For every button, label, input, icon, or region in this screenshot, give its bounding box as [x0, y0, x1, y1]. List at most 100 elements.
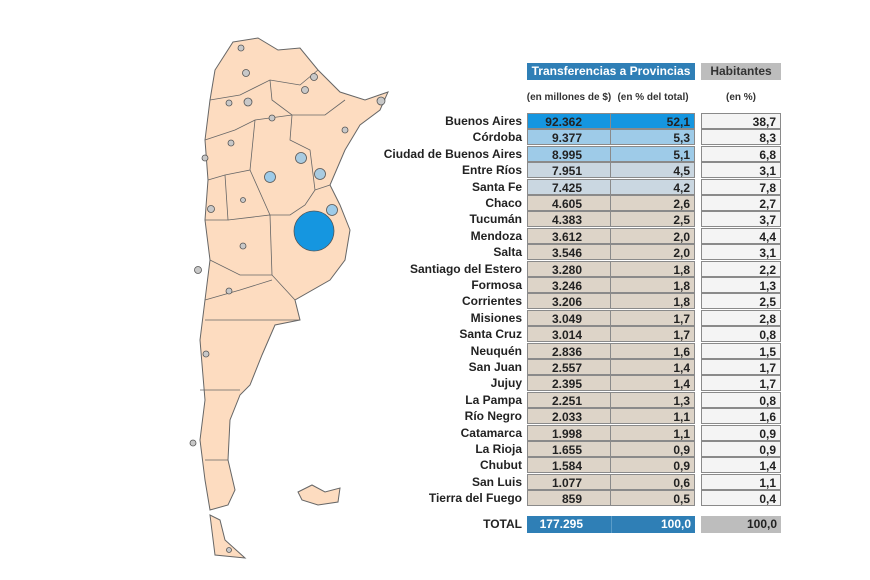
tierra-del-fuego-shape — [209, 514, 247, 559]
cell-millones: 4.383 — [527, 211, 611, 228]
table-row: Catamarca 1.998 1,1 0,9 — [0, 424, 870, 441]
cell-habitantes: 7,8 — [701, 178, 781, 195]
cell-pct: 1,6 — [611, 342, 695, 359]
cell-millones: 3.206 — [527, 293, 611, 310]
total-label: TOTAL — [483, 517, 522, 531]
cell-habitantes: 38,7 — [701, 113, 781, 129]
province-name: Tucumán — [469, 212, 522, 227]
col-label-millones: (en millones de $) — [526, 92, 612, 103]
malvinas-shape — [297, 484, 341, 506]
cell-millones: 2.395 — [527, 375, 611, 392]
cell-pct: 1,8 — [611, 277, 695, 293]
table-row: Buenos Aires 92.362 52,1 38,7 — [0, 113, 870, 129]
cell-habitantes: 8,3 — [701, 129, 781, 146]
cell-millones: 2.251 — [527, 391, 611, 408]
cell-habitantes: 2,7 — [701, 195, 781, 211]
cell-pct: 2,0 — [611, 227, 695, 244]
col-label-hab: (en %) — [726, 92, 756, 103]
total-millones: 177.295 — [527, 516, 611, 533]
map-outline — [199, 37, 389, 511]
cell-habitantes: 0,8 — [701, 391, 781, 408]
province-name: Corrientes — [461, 294, 522, 309]
province-name: Neuquén — [470, 343, 522, 358]
province-name: Ciudad de Buenos Aires — [383, 146, 522, 161]
cell-pct: 4,5 — [611, 162, 695, 179]
table-row: Santa Fe 7.425 4,2 7,8 — [0, 178, 870, 195]
table-row: Santa Cruz 3.014 1,7 0,8 — [0, 326, 870, 343]
cell-habitantes: 6,8 — [701, 145, 781, 162]
cell-millones: 9.377 — [527, 129, 611, 146]
argentina-map — [189, 37, 389, 559]
cell-habitantes: 1,5 — [701, 342, 781, 359]
table-row: Jujuy 2.395 1,4 1,7 — [0, 375, 870, 392]
cell-habitantes: 3,1 — [701, 244, 781, 261]
table-row: Chubut 1.584 0,9 1,4 — [0, 457, 870, 474]
cell-pct: 1,3 — [611, 391, 695, 408]
cell-habitantes: 1,7 — [701, 359, 781, 375]
cell-pct: 1,1 — [611, 424, 695, 441]
cell-pct: 1,8 — [611, 260, 695, 277]
province-name: Formosa — [471, 278, 522, 292]
table-row: Chaco 4.605 2,6 2,7 — [0, 195, 870, 211]
province-name: Río Negro — [464, 409, 522, 424]
province-name: Chaco — [485, 196, 522, 210]
cell-habitantes: 0,4 — [701, 490, 781, 507]
table-row: Salta 3.546 2,0 3,1 — [0, 244, 870, 261]
cell-millones: 7.425 — [527, 178, 611, 195]
province-name: Jujuy — [490, 376, 522, 391]
cell-millones: 1.655 — [527, 441, 611, 457]
habitantes-header: Habitantes — [701, 63, 781, 80]
table-row: San Luis 1.077 0,6 1,1 — [0, 473, 870, 490]
cell-habitantes: 2,2 — [701, 260, 781, 277]
cell-millones: 4.605 — [527, 195, 611, 211]
cell-millones: 7.951 — [527, 162, 611, 179]
cell-pct: 5,3 — [611, 129, 695, 146]
cell-habitantes: 1,7 — [701, 375, 781, 392]
province-name: Catamarca — [460, 425, 522, 440]
table-row: Tucumán 4.383 2,5 3,7 — [0, 211, 870, 228]
cell-habitantes: 1,4 — [701, 457, 781, 474]
table-row: Entre Ríos 7.951 4,5 3,1 — [0, 162, 870, 179]
total-hab: 100,0 — [701, 516, 781, 533]
cell-pct: 0,9 — [611, 457, 695, 474]
table-row: Santiago del Estero 3.280 1,8 2,2 — [0, 260, 870, 277]
table-row: Formosa 3.246 1,8 1,3 — [0, 277, 870, 293]
cell-millones: 2.033 — [527, 408, 611, 425]
province-name: Misiones — [470, 310, 522, 325]
cell-habitantes: 3,1 — [701, 162, 781, 179]
cell-pct: 0,9 — [611, 441, 695, 457]
province-name: Santa Cruz — [459, 327, 522, 342]
cell-millones: 3.246 — [527, 277, 611, 293]
cell-millones: 1.584 — [527, 457, 611, 474]
cell-millones: 1.998 — [527, 424, 611, 441]
province-name: La Rioja — [475, 442, 522, 456]
cell-pct: 1,4 — [611, 375, 695, 392]
cell-millones: 2.557 — [527, 359, 611, 375]
table-row: La Rioja 1.655 0,9 0,9 — [0, 441, 870, 457]
cell-pct: 1,7 — [611, 326, 695, 343]
cell-habitantes: 0,9 — [701, 424, 781, 441]
cell-millones: 3.014 — [527, 326, 611, 343]
cell-millones: 3.612 — [527, 227, 611, 244]
cell-millones: 3.546 — [527, 244, 611, 261]
table-row: Mendoza 3.612 2,0 4,4 — [0, 227, 870, 244]
cell-pct: 1,8 — [611, 293, 695, 310]
cell-habitantes: 2,5 — [701, 293, 781, 310]
cell-pct: 5,1 — [611, 145, 695, 162]
province-name: San Luis — [471, 474, 522, 489]
cell-pct: 0,5 — [611, 490, 695, 507]
total-pct: 100,0 — [611, 516, 695, 533]
cell-habitantes: 3,7 — [701, 211, 781, 228]
province-name: La Pampa — [465, 392, 522, 407]
table-row: La Pampa 2.251 1,3 0,8 — [0, 391, 870, 408]
col-label-pct: (en % del total) — [617, 92, 689, 103]
cell-millones: 2.836 — [527, 342, 611, 359]
cell-pct: 4,2 — [611, 178, 695, 195]
cell-habitantes: 1,1 — [701, 473, 781, 490]
cell-pct: 2,5 — [611, 211, 695, 228]
cell-millones: 3.049 — [527, 309, 611, 326]
province-name: Santiago del Estero — [409, 261, 522, 276]
province-name: Mendoza — [470, 228, 522, 243]
cell-pct: 0,6 — [611, 473, 695, 490]
